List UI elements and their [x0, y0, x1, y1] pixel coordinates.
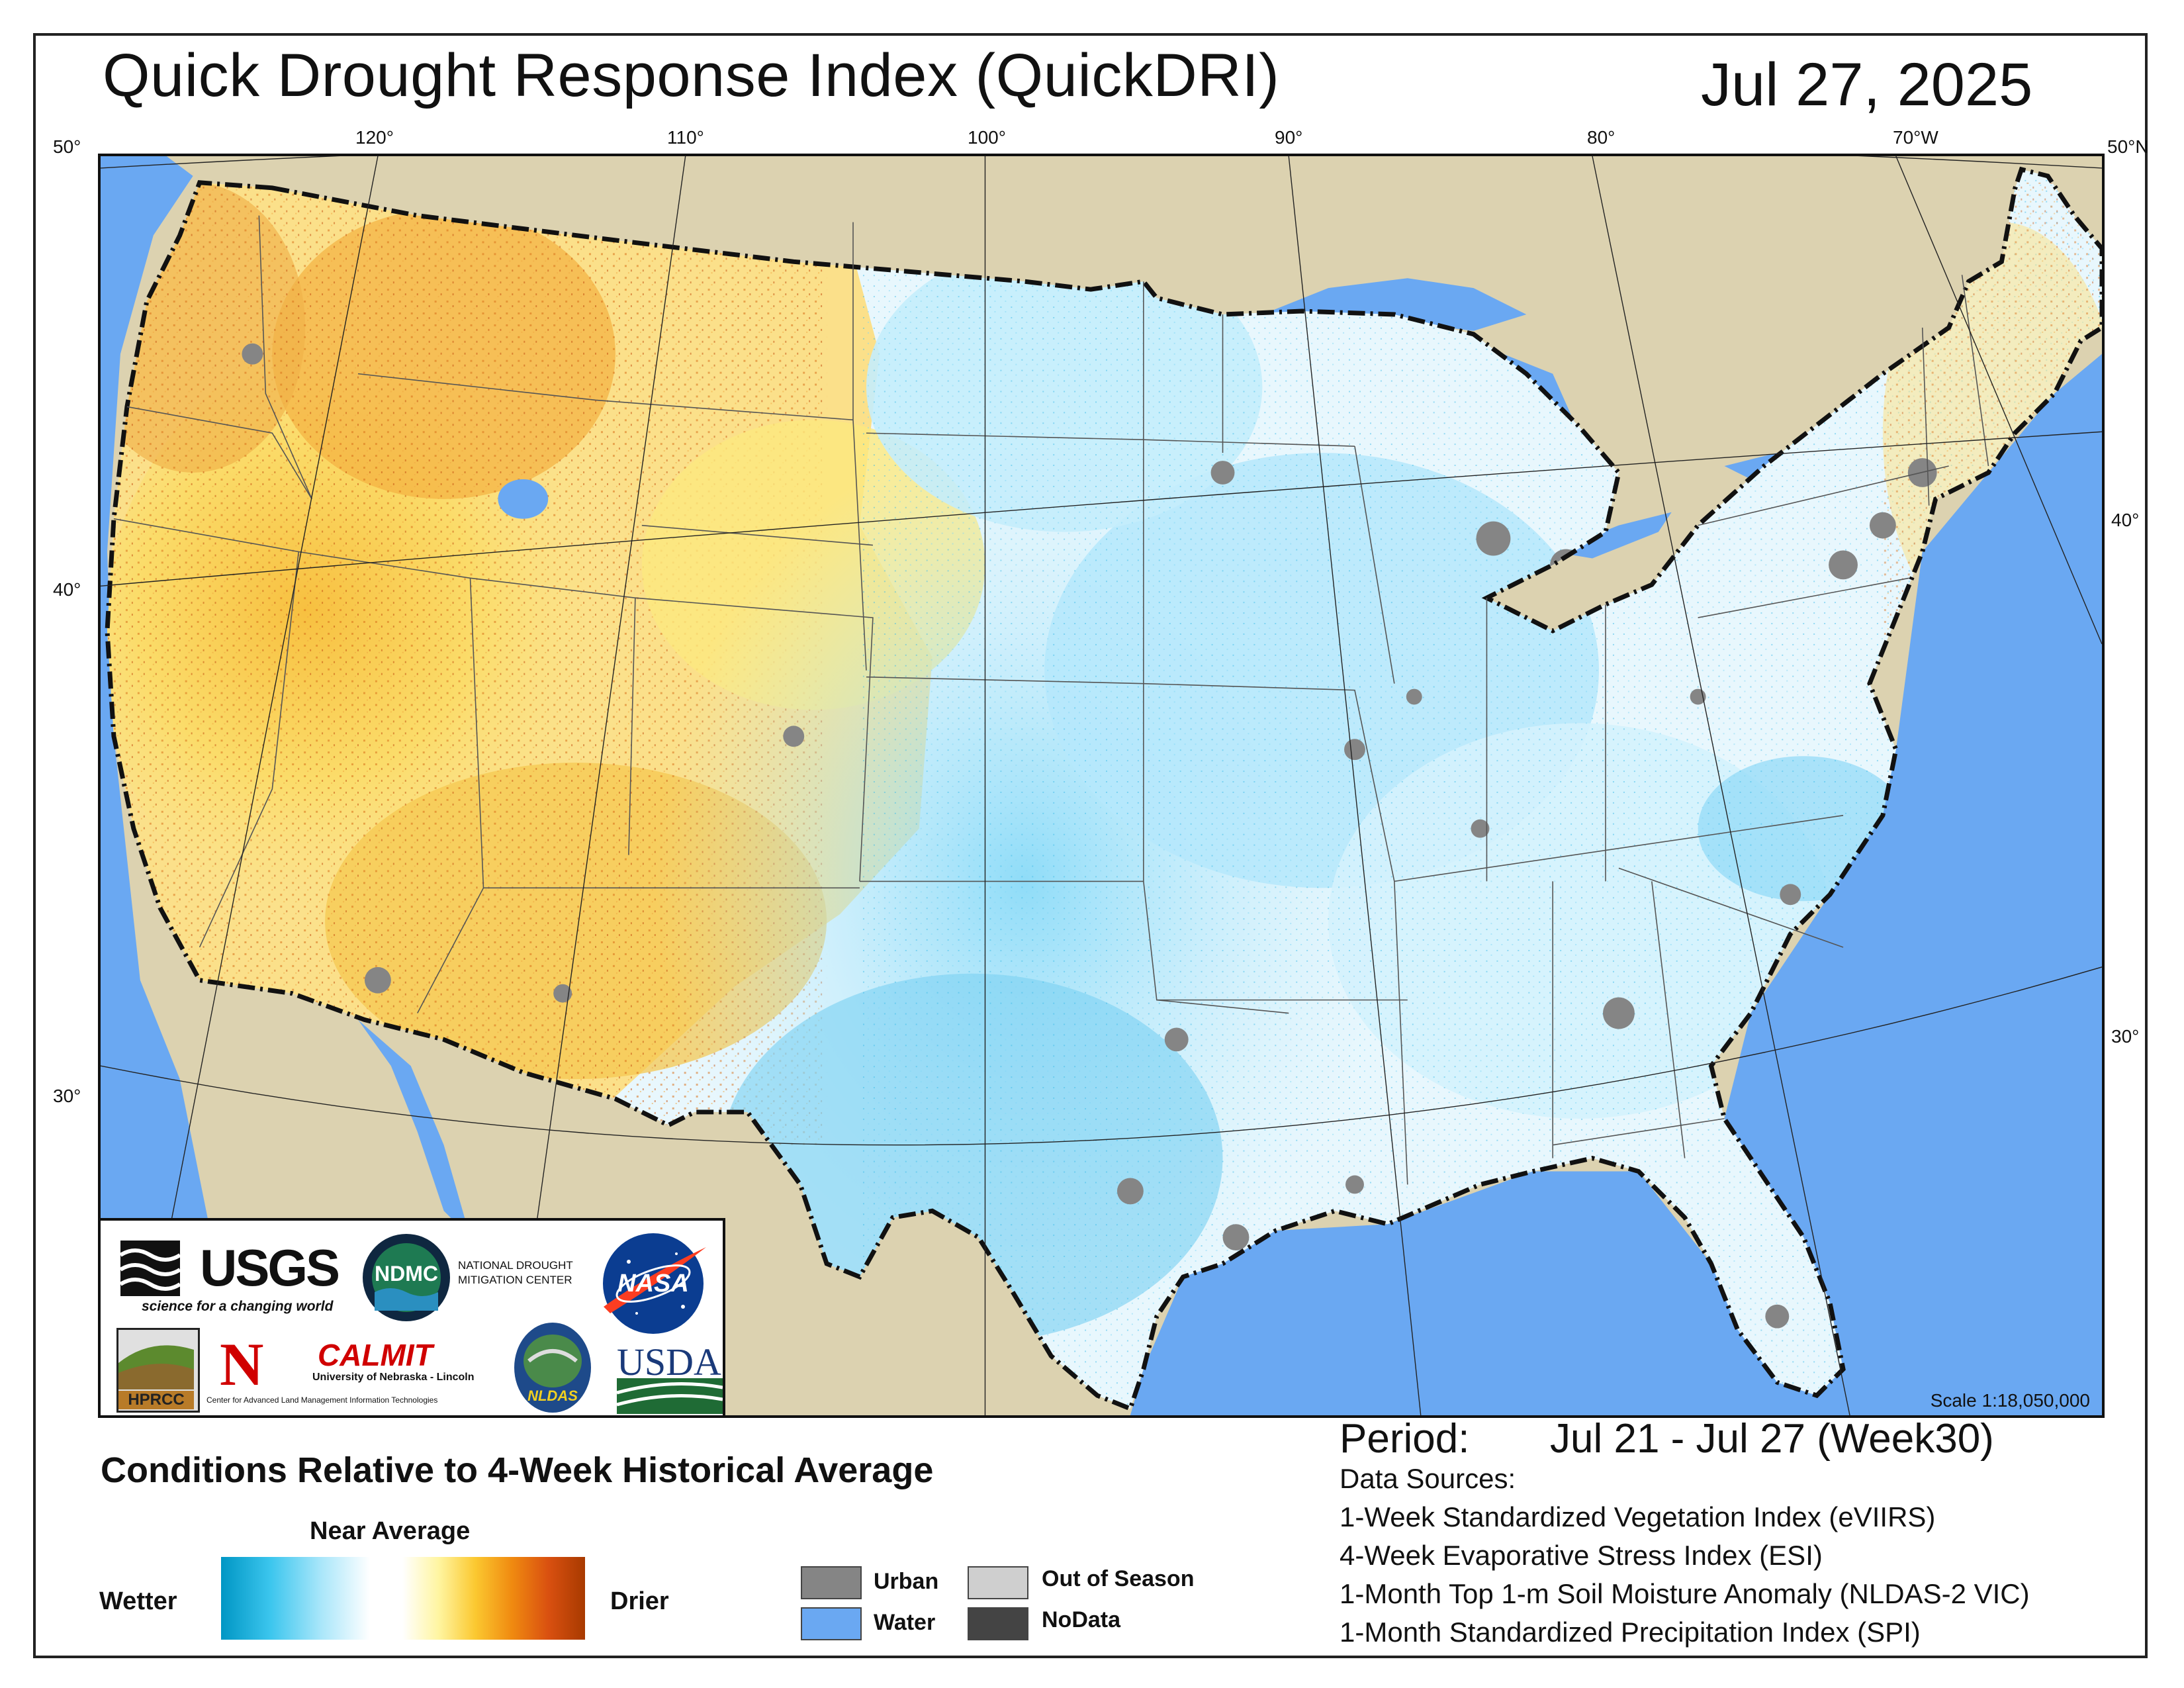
data-source-item: 1-Month Standardized Precipitation Index… — [1340, 1617, 1921, 1648]
nasa-meatball-icon — [603, 1233, 706, 1334]
lat-label-right-30: 30° — [2111, 1026, 2140, 1047]
legend-wetter: Wetter — [99, 1587, 177, 1615]
swatch-nodata — [968, 1607, 1028, 1640]
usda-logo: USDA — [617, 1340, 723, 1414]
map-frame: Scale 1:18,050,000 — [98, 154, 2105, 1418]
swatch-label-nodata: NoData — [1042, 1607, 1121, 1632]
map-scale: Scale 1:18,050,000 — [1930, 1390, 2090, 1411]
legend-wet-ramp — [221, 1557, 370, 1640]
legend-near-average: Near Average — [310, 1517, 471, 1545]
period-value: Jul 21 - Jul 27 (Week30) — [1550, 1416, 1994, 1462]
nldas-globe-icon — [514, 1323, 591, 1413]
map-title: Quick Drought Response Index (QuickDRI) — [103, 42, 1280, 109]
calmit-center: Center for Advanced Land Management Info… — [206, 1395, 438, 1405]
nldas-label: NLDAS — [527, 1387, 578, 1404]
lon-label-90: 90° — [1275, 127, 1303, 148]
swatch-label-water: Water — [874, 1610, 936, 1635]
ndmc-name-line2: MITIGATION CENTER — [458, 1274, 572, 1286]
swatch-out-of-season — [968, 1566, 1028, 1599]
swatch-label-urban: Urban — [874, 1569, 939, 1594]
lon-label-80: 80° — [1587, 127, 1615, 148]
nasa-logo: NASA — [597, 1227, 709, 1340]
logo-panel: USGS science for a changing world NDMC N… — [98, 1218, 725, 1418]
usgs-logo: USGS science for a changing world — [120, 1235, 345, 1321]
nldas-logo: NLDAS — [512, 1321, 593, 1414]
usgs-tagline: science for a changing world — [142, 1299, 334, 1314]
state-boundaries — [113, 215, 1989, 1185]
hprcc-label: HPRCC — [118, 1391, 194, 1409]
graticule — [101, 156, 2102, 1415]
nasa-wordmark: NASA — [617, 1270, 689, 1297]
period-label: Period: — [1340, 1416, 1470, 1462]
swatch-water — [801, 1607, 862, 1640]
data-sources-heading: Data Sources: — [1340, 1463, 1516, 1494]
swatch-urban — [801, 1566, 862, 1599]
calmit-logo: N CALMIT University of Nebraska - Lincol… — [206, 1331, 484, 1411]
lat-label-left-40: 40° — [53, 579, 81, 600]
page-frame — [33, 33, 2148, 1658]
lon-label-120: 120° — [355, 127, 394, 148]
unl-n-icon: N — [220, 1331, 264, 1398]
urban-areas — [242, 343, 1937, 1329]
map-date: Jul 27, 2025 — [1701, 51, 2033, 118]
calmit-wordmark: CALMIT — [318, 1338, 433, 1372]
pacific-ocean — [101, 156, 273, 1415]
data-source-item: 4-Week Evaporative Stress Index (ESI) — [1340, 1540, 1823, 1571]
gulf-of-california — [357, 1019, 471, 1238]
drought-map — [101, 156, 2102, 1415]
usda-field-icon — [617, 1378, 723, 1414]
ndmc-abbrev: NDMC — [375, 1262, 438, 1286]
lon-label-70w: 70°W — [1893, 127, 1938, 148]
ndmc-emblem-icon — [363, 1234, 450, 1321]
lon-label-110: 110° — [667, 127, 704, 148]
calmit-university: University of Nebraska - Lincoln — [312, 1372, 475, 1383]
legend-dry-ramp — [402, 1557, 585, 1640]
legend-heading: Conditions Relative to 4-Week Historical… — [101, 1450, 934, 1490]
usda-wordmark: USDA — [617, 1340, 721, 1383]
hprcc-logo: HPRCC — [116, 1328, 200, 1413]
lat-label-left-50: 50° — [53, 136, 81, 157]
hprcc-landscape-icon — [118, 1345, 194, 1389]
usgs-wave-icon — [120, 1241, 180, 1296]
lat-label-right-40: 40° — [2111, 510, 2140, 530]
ndmc-name-line1: NATIONAL DROUGHT — [458, 1259, 573, 1272]
great-salt-lake — [498, 479, 549, 519]
legend-drier: Drier — [610, 1587, 669, 1615]
lat-label-right-50n: 50°N — [2107, 136, 2149, 157]
lon-label-100: 100° — [968, 127, 1006, 148]
data-source-item: 1-Week Standardized Vegetation Index (eV… — [1340, 1501, 1936, 1532]
ndmc-logo: NDMC NATIONAL DROUGHT MITIGATION CENTER — [360, 1231, 573, 1331]
lat-label-left-30: 30° — [53, 1086, 81, 1106]
data-source-item: 1-Month Top 1-m Soil Moisture Anomaly (N… — [1340, 1578, 2030, 1609]
usgs-wordmark: USGS — [200, 1239, 340, 1297]
gulf-of-mexico — [1130, 353, 2102, 1415]
swatch-label-out-of-season: Out of Season — [1042, 1566, 1195, 1591]
